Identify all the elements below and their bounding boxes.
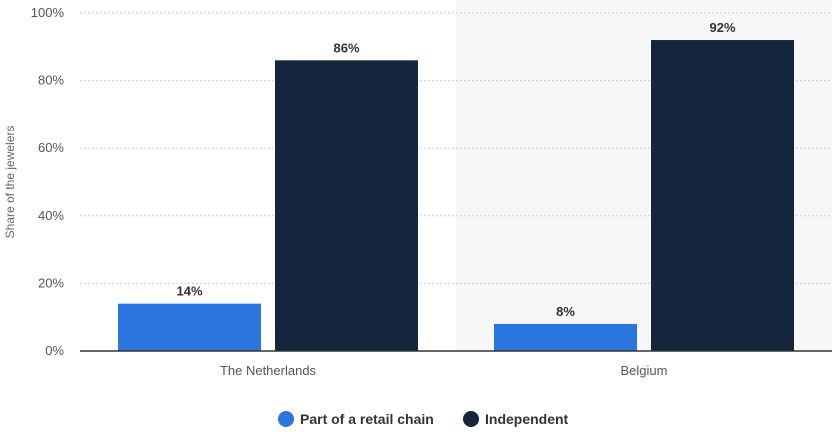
legend-item[interactable]: Part of a retail chain <box>278 411 434 427</box>
legend-label: Part of a retail chain <box>300 411 434 427</box>
y-tick-label: 60% <box>38 140 64 155</box>
legend-marker <box>463 411 479 427</box>
y-tick-label: 20% <box>38 275 64 290</box>
legend-marker <box>278 411 294 427</box>
x-tick-label: Belgium <box>621 363 668 378</box>
data-label: 92% <box>709 20 735 35</box>
legend-item[interactable]: Independent <box>463 411 569 427</box>
y-axis-label: Share of the jewelers <box>3 126 17 239</box>
x-tick-label: The Netherlands <box>220 363 317 378</box>
y-tick-label: 0% <box>45 343 64 358</box>
bar[interactable] <box>275 60 418 351</box>
data-label: 14% <box>176 284 202 299</box>
data-label: 86% <box>333 40 359 55</box>
y-tick-label: 80% <box>38 73 64 88</box>
bar[interactable] <box>494 323 637 351</box>
y-tick-label: 100% <box>31 5 65 20</box>
bar[interactable] <box>118 303 261 351</box>
legend-label: Independent <box>485 411 569 427</box>
data-label: 8% <box>556 304 575 319</box>
y-tick-label: 40% <box>38 208 64 223</box>
bar[interactable] <box>651 40 794 351</box>
